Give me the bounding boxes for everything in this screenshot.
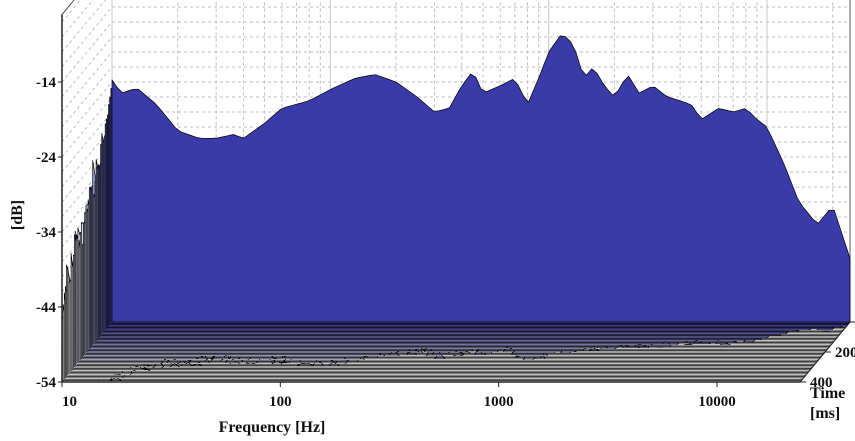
z-axis-label: Time [810,385,845,402]
y-tick-labels: -54 -44 -34 -24 -14 [36,75,62,391]
spectrum-slice [73,254,812,369]
grid-side [61,216,113,278]
z-tick-label: 200 [835,345,855,361]
grid-side [61,0,81,23]
grid-side [61,36,113,98]
grid-side [61,0,94,38]
grid-side [61,51,113,113]
spectrum-slice [66,264,805,377]
y-tick-label: -34 [36,225,56,241]
spectrum-slice [111,35,851,323]
grid-side [61,156,113,218]
grid-side [61,21,113,83]
x-tick-labels: 10 100 1000 10000 [61,382,736,410]
grid-side [61,0,106,53]
spectrum-slice [71,261,811,371]
z-tick-labels: 0200400 [800,321,855,391]
spectrum-slice [74,233,813,368]
z-tick-label: 400 [810,375,833,391]
grid-side [61,186,113,248]
x-tick-label: 1000 [484,394,514,410]
grid-side [61,126,113,188]
y-tick-label: -24 [36,150,56,166]
y-tick-label: -54 [36,375,56,391]
spectrum-slice [65,285,804,379]
x-tick-label: 10000 [698,394,736,410]
grid-side [61,201,113,263]
grid-side [61,141,113,203]
x-axis-label: Frequency [Hz] [219,419,326,436]
spectrum-slice [67,266,807,376]
grid-side [61,66,113,128]
grid-side [61,111,113,173]
spectrum-slice [62,304,802,381]
y-axis-label: [dB] [9,200,26,230]
x-tick-label: 100 [269,394,292,410]
y-tick-label: -44 [36,300,56,316]
y-tick-label: -14 [36,75,56,91]
grid-side [61,96,113,158]
grid-side [61,6,113,68]
spectrum-slice [70,252,810,372]
z-axis-unit: [ms] [810,405,840,422]
grid-side [61,81,113,143]
x-tick-label: 10 [62,394,77,410]
grid-side [61,171,113,233]
spectrum-slices [61,35,851,383]
spectrum-slice [63,292,803,380]
axes [61,14,800,383]
spectrum-slice [68,281,808,375]
spectrum-slice [69,279,809,373]
